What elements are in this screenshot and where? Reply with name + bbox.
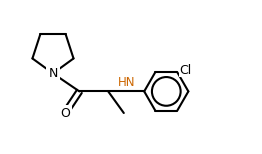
Text: O: O [60, 107, 70, 120]
Text: N: N [48, 67, 58, 80]
Text: Cl: Cl [180, 64, 192, 77]
Text: HN: HN [117, 75, 135, 89]
